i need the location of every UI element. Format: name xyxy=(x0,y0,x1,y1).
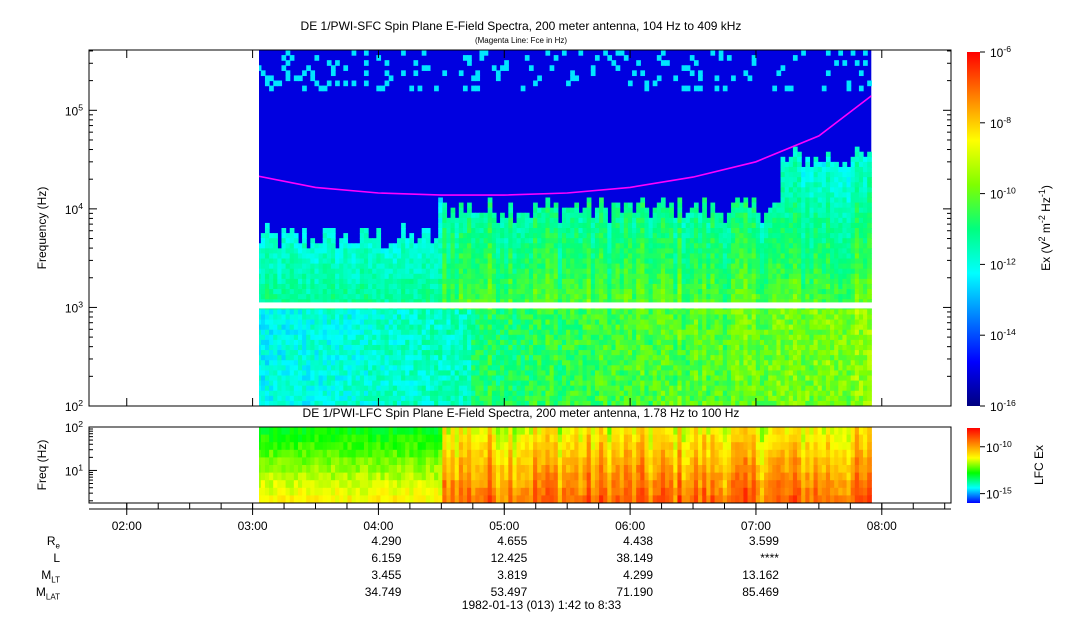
sfc-data-gap xyxy=(259,302,873,309)
ephemeris-value: 4.299 xyxy=(623,568,654,582)
time-tick-label: 04:00 xyxy=(363,519,393,533)
footer-date-range: 1982-01-13 (013) 1:42 to 8:33 xyxy=(461,598,622,612)
sfc-ylabel: Frequency (Hz) xyxy=(35,187,49,270)
ephemeris-row-label: MLT xyxy=(41,568,60,585)
ephemeris-value: 38.149 xyxy=(616,551,654,565)
fce-line xyxy=(259,95,872,196)
ephemeris-value: 34.749 xyxy=(364,585,402,599)
sfc-ytick-label: 102 xyxy=(65,398,83,414)
lfc-colorbar-tick-label: 10-10 xyxy=(986,439,1012,455)
time-tick-label: 05:00 xyxy=(489,519,519,533)
lfc-ytick-label: 101 xyxy=(65,462,83,478)
time-axis: 02:00 03:00 04:00 05:00 06:00 07:00 08:00 xyxy=(89,50,951,533)
time-tick-label: 06:00 xyxy=(615,519,645,533)
lfc-colorbar-gradient xyxy=(967,428,980,503)
lfc-colorbar-ticks: 10-10 10-15 xyxy=(980,439,1012,502)
lfc-colorbar: 10-10 10-15 LFC Ex xyxy=(967,428,1046,503)
sfc-colorbar-ticks: 10-6 10-8 10-10 10-12 10-14 10-16 xyxy=(980,44,1016,414)
sfc-y-axis: 102 103 104 105 xyxy=(65,50,951,414)
sfc-colorbar-label: Ex (V2 m-2 Hz-1) xyxy=(1037,185,1053,271)
lfc-colorbar-label: LFC Ex xyxy=(1032,445,1046,485)
ephemeris-value: **** xyxy=(760,551,779,565)
time-tick-label: 07:00 xyxy=(741,519,771,533)
ephemeris-value: 13.162 xyxy=(742,568,779,582)
sfc-colorbar: 10-6 10-8 10-10 10-12 10-14 10-16 Ex (V2 m-2 … xyxy=(967,44,1053,414)
ephemeris-value: 4.290 xyxy=(371,534,402,548)
ephemeris-row-label: MLAT xyxy=(35,585,60,602)
lfc-frame xyxy=(88,426,952,504)
sfc-ytick-label: 105 xyxy=(65,102,83,118)
sfc-colorbar-tick-label: 10-12 xyxy=(990,256,1016,272)
sfc-colorbar-tick-label: 10-8 xyxy=(990,115,1011,131)
sfc-title: DE 1/PWI-SFC Spin Plane E-Field Spectra,… xyxy=(301,19,742,33)
sfc-colorbar-tick-label: 10-16 xyxy=(990,398,1016,414)
sfc-colorbar-gradient xyxy=(967,52,980,406)
sfc-ytick-label: 103 xyxy=(65,299,83,315)
lfc-colorbar-tick-label: 10-15 xyxy=(986,486,1012,502)
ephemeris-value: 3.455 xyxy=(371,568,402,582)
sfc-colorbar-tick-label: 10-14 xyxy=(990,327,1016,343)
ephemeris-value: 3.599 xyxy=(748,534,779,548)
lfc-title: DE 1/PWI-LFC Spin Plane E-Field Spectra,… xyxy=(303,406,740,420)
sfc-panel: DE 1/PWI-SFC Spin Plane E-Field Spectra,… xyxy=(35,19,952,414)
ephemeris-value: 3.819 xyxy=(497,568,528,582)
sfc-colorbar-tick-label: 10-6 xyxy=(990,44,1011,60)
lfc-ytick-label: 102 xyxy=(65,419,83,435)
sfc-spectrogram xyxy=(259,50,873,406)
time-tick-label: 02:00 xyxy=(112,519,142,533)
sfc-colorbar-tick-label: 10-10 xyxy=(990,186,1016,202)
ephemeris-value: 4.655 xyxy=(497,534,528,548)
ephemeris-row-label: Re xyxy=(46,534,60,551)
time-tick-label: 08:00 xyxy=(867,519,897,533)
lfc-panel: DE 1/PWI-LFC Spin Plane E-Field Spectra,… xyxy=(35,406,952,504)
ephemeris-value: 85.469 xyxy=(742,585,779,599)
lfc-spectrogram xyxy=(259,427,872,503)
ephemeris-value: 53.497 xyxy=(490,585,528,599)
ephemeris-row-label: L xyxy=(53,551,60,565)
ephemeris-value: 71.190 xyxy=(616,585,654,599)
sfc-frame xyxy=(88,49,952,407)
ephemeris-value: 12.425 xyxy=(490,551,528,565)
ephemeris-value: 4.438 xyxy=(623,534,654,548)
lfc-y-axis: 101 102 xyxy=(65,419,97,502)
ephemeris-value: 6.159 xyxy=(371,551,402,565)
sfc-subtitle: (Magenta Line: Fce in Hz) xyxy=(475,36,567,45)
sfc-ytick-label: 104 xyxy=(65,201,83,217)
time-tick-label: 03:00 xyxy=(238,519,268,533)
lfc-ylabel: Freq (Hz) xyxy=(35,440,49,491)
